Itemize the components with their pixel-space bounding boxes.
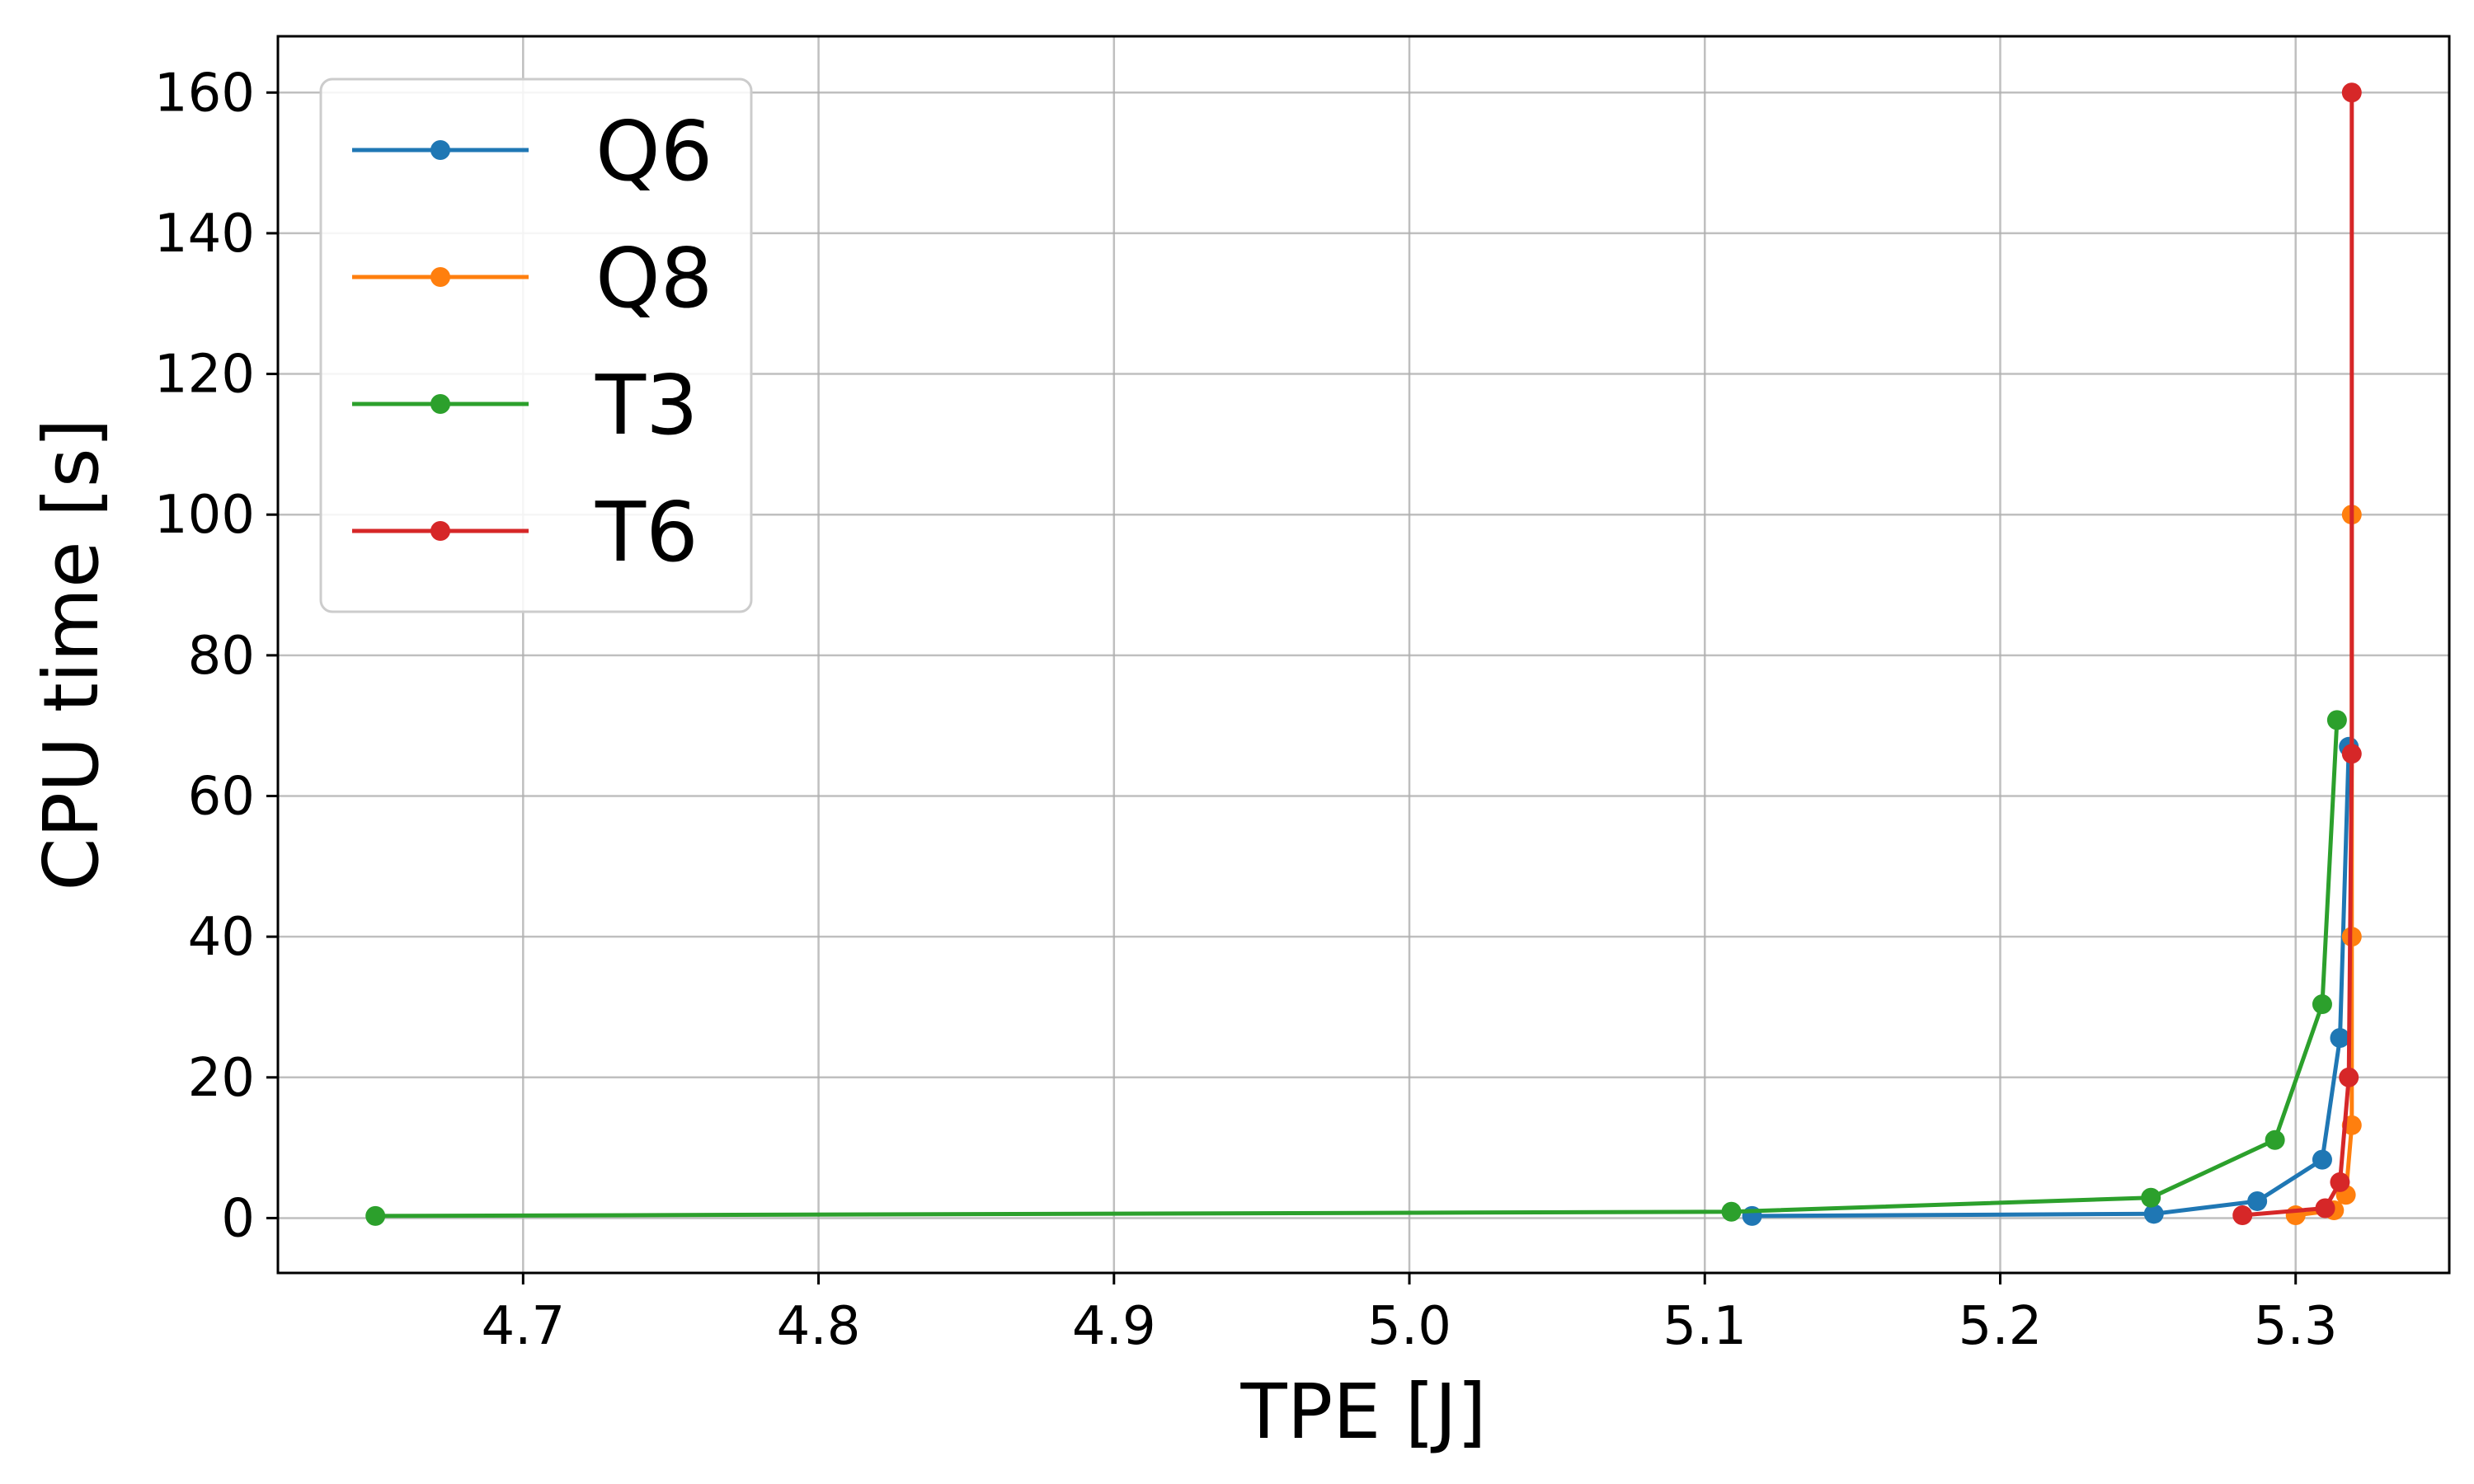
legend-label: T6 bbox=[595, 484, 698, 580]
legend-box bbox=[319, 77, 753, 613]
ticks: 4.7 4.8 4.9 5.0 5.1 5.2 5.3 0 20 40 60 80 100 120 140 1… bbox=[154, 63, 2338, 1357]
x-tick-label: 5.0 bbox=[1367, 1296, 1451, 1357]
legend-swatch-marker bbox=[430, 394, 450, 414]
data-point bbox=[365, 1205, 386, 1226]
y-tick-label: 60 bbox=[188, 767, 255, 828]
legend-swatch-marker bbox=[430, 267, 450, 287]
x-tick-label: 4.8 bbox=[777, 1296, 861, 1357]
legend-item: T6 bbox=[352, 484, 698, 580]
data-point bbox=[2265, 1129, 2285, 1150]
data-point bbox=[2315, 1198, 2335, 1219]
legend-item: Q8 bbox=[352, 230, 713, 326]
y-tick-label: 120 bbox=[154, 345, 255, 406]
y-axis-title: CPU time [s] bbox=[27, 418, 115, 890]
series-line bbox=[375, 720, 2340, 1219]
y-tick-label: 140 bbox=[154, 204, 255, 265]
series-t3 bbox=[365, 710, 2347, 1226]
legend-swatch-marker bbox=[430, 521, 450, 541]
series-q6 bbox=[1742, 736, 2359, 1226]
legend-label: Q6 bbox=[595, 103, 713, 200]
grid bbox=[278, 36, 2449, 1273]
data-point bbox=[2312, 994, 2332, 1015]
series-line bbox=[1752, 746, 2351, 1219]
data-point bbox=[2312, 1149, 2332, 1170]
data-point bbox=[2143, 1204, 2164, 1224]
legend-swatch-marker bbox=[430, 140, 450, 160]
data-point bbox=[2326, 710, 2347, 730]
y-tick-label: 80 bbox=[188, 626, 255, 687]
data-point bbox=[2330, 1028, 2350, 1049]
x-tick-label: 5.1 bbox=[1663, 1296, 1747, 1357]
y-tick-label: 40 bbox=[188, 907, 255, 968]
series-layer bbox=[365, 82, 2362, 1226]
legend-label: Q8 bbox=[595, 230, 713, 326]
data-point bbox=[2232, 1205, 2253, 1226]
legend-item: T3 bbox=[352, 357, 698, 453]
legend: Q6 Q8 T3 T6 bbox=[319, 77, 753, 613]
x-tick-label: 5.3 bbox=[2254, 1296, 2338, 1357]
x-axis-title: TPE [J] bbox=[1240, 1368, 1487, 1456]
y-tick-label: 20 bbox=[188, 1048, 255, 1109]
data-point bbox=[2341, 744, 2362, 764]
data-point bbox=[2341, 82, 2362, 103]
data-point bbox=[2339, 1067, 2359, 1087]
data-point bbox=[2141, 1187, 2161, 1208]
legend-item: Q6 bbox=[352, 103, 713, 200]
series-t6 bbox=[2232, 82, 2362, 1226]
data-point bbox=[2330, 1172, 2350, 1192]
x-tick-label: 4.7 bbox=[481, 1296, 565, 1357]
y-tick-label: 160 bbox=[154, 63, 255, 124]
x-tick-label: 4.9 bbox=[1072, 1296, 1156, 1357]
series-line bbox=[2241, 92, 2354, 1218]
data-point bbox=[2247, 1190, 2268, 1211]
data-point bbox=[1721, 1201, 1742, 1222]
y-tick-label: 100 bbox=[154, 485, 255, 546]
y-tick-label: 0 bbox=[221, 1188, 255, 1249]
legend-label: T3 bbox=[595, 357, 698, 453]
x-tick-label: 5.2 bbox=[1959, 1296, 2043, 1357]
